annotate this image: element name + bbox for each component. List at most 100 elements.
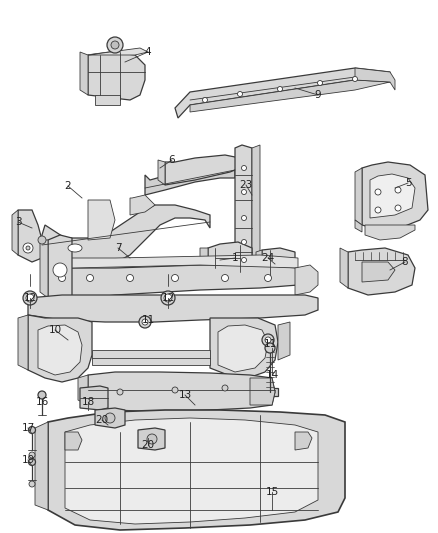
Circle shape — [278, 86, 283, 92]
Polygon shape — [250, 378, 275, 405]
Text: 24: 24 — [261, 253, 275, 263]
Polygon shape — [190, 80, 390, 112]
Polygon shape — [78, 375, 88, 405]
Circle shape — [26, 294, 34, 302]
Polygon shape — [40, 240, 48, 298]
Polygon shape — [88, 52, 145, 100]
Circle shape — [86, 274, 93, 281]
Circle shape — [241, 190, 247, 195]
Circle shape — [59, 274, 66, 281]
Polygon shape — [362, 262, 395, 282]
Circle shape — [127, 274, 134, 281]
Polygon shape — [210, 318, 278, 378]
Polygon shape — [88, 48, 148, 55]
Polygon shape — [38, 325, 82, 375]
Text: 15: 15 — [265, 487, 279, 497]
Polygon shape — [362, 162, 428, 230]
Text: 17: 17 — [21, 423, 35, 433]
Polygon shape — [92, 350, 210, 365]
Polygon shape — [200, 248, 208, 272]
Polygon shape — [88, 372, 275, 412]
Circle shape — [38, 236, 46, 244]
Circle shape — [23, 291, 37, 305]
Text: 7: 7 — [115, 243, 121, 253]
Polygon shape — [48, 410, 345, 530]
Circle shape — [265, 274, 272, 281]
Text: 14: 14 — [265, 370, 279, 380]
Polygon shape — [165, 155, 240, 185]
Text: 9: 9 — [314, 90, 321, 100]
Text: 23: 23 — [240, 180, 253, 190]
Circle shape — [142, 319, 148, 325]
Text: 4: 4 — [145, 47, 151, 57]
Text: 19: 19 — [21, 455, 35, 465]
Polygon shape — [12, 210, 18, 255]
Polygon shape — [348, 248, 415, 295]
Polygon shape — [252, 145, 260, 265]
Polygon shape — [355, 220, 362, 232]
Polygon shape — [235, 145, 252, 268]
Circle shape — [241, 257, 247, 262]
Polygon shape — [256, 250, 262, 275]
Polygon shape — [355, 68, 395, 90]
Circle shape — [172, 387, 178, 393]
Circle shape — [241, 239, 247, 245]
Ellipse shape — [68, 244, 82, 252]
Polygon shape — [80, 386, 108, 410]
Circle shape — [395, 205, 401, 211]
Text: 8: 8 — [402, 257, 408, 267]
Polygon shape — [278, 322, 290, 360]
Polygon shape — [262, 388, 278, 396]
Text: 10: 10 — [49, 325, 62, 335]
Polygon shape — [145, 165, 235, 195]
Polygon shape — [138, 428, 165, 450]
Circle shape — [111, 41, 119, 49]
Polygon shape — [35, 422, 48, 510]
Text: 5: 5 — [405, 178, 411, 188]
Circle shape — [23, 243, 33, 253]
Circle shape — [53, 263, 67, 277]
Circle shape — [241, 215, 247, 221]
Polygon shape — [158, 160, 165, 185]
Circle shape — [353, 77, 357, 82]
Text: 2: 2 — [65, 181, 71, 191]
Circle shape — [237, 92, 243, 96]
Text: 11: 11 — [141, 315, 155, 325]
Circle shape — [117, 389, 123, 395]
Circle shape — [318, 80, 322, 85]
Polygon shape — [355, 168, 362, 225]
Polygon shape — [88, 200, 115, 240]
Polygon shape — [28, 315, 92, 382]
Polygon shape — [365, 225, 415, 240]
Circle shape — [172, 274, 179, 281]
Text: 6: 6 — [169, 155, 175, 165]
Polygon shape — [295, 432, 312, 450]
Polygon shape — [240, 154, 250, 168]
Polygon shape — [42, 205, 210, 265]
Circle shape — [29, 452, 35, 458]
Text: 11: 11 — [263, 339, 277, 349]
Text: 20: 20 — [141, 440, 155, 450]
Circle shape — [395, 187, 401, 193]
Circle shape — [265, 343, 275, 353]
Polygon shape — [130, 195, 155, 215]
Polygon shape — [370, 174, 415, 218]
Circle shape — [202, 98, 208, 102]
Polygon shape — [28, 295, 318, 322]
Polygon shape — [95, 95, 120, 105]
Circle shape — [375, 189, 381, 195]
Circle shape — [28, 458, 35, 465]
Polygon shape — [48, 235, 72, 302]
Circle shape — [107, 37, 123, 53]
Circle shape — [147, 434, 157, 444]
Polygon shape — [80, 52, 88, 95]
Text: 13: 13 — [178, 390, 192, 400]
Circle shape — [139, 316, 151, 328]
Polygon shape — [262, 248, 295, 278]
Circle shape — [105, 413, 115, 423]
Polygon shape — [48, 260, 298, 300]
Circle shape — [241, 166, 247, 171]
Text: 1: 1 — [232, 253, 238, 263]
Polygon shape — [18, 210, 42, 262]
Circle shape — [38, 391, 46, 399]
